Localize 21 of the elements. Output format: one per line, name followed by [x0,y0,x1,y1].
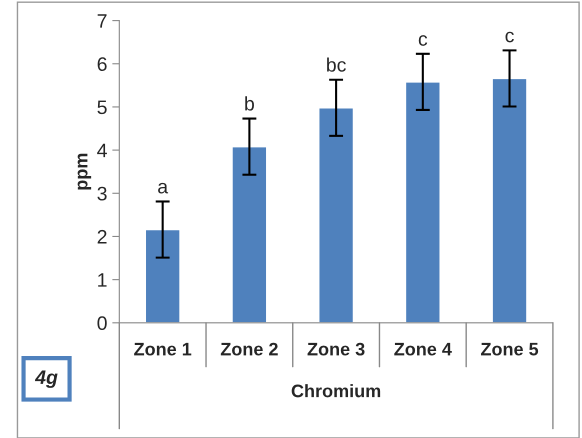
y-tick-label: 2 [98,230,107,244]
annotation: a [158,182,168,194]
x-tick-label: Zone 4 [394,342,452,356]
annotation: c [506,32,514,42]
y-axis-title: ppm [78,154,92,190]
annotation: b [245,96,254,111]
y-tick-label: 0 [97,316,107,330]
x-tick-label: Zone 3 [308,342,365,356]
x-tick-label: Zone 2 [220,342,278,356]
y-tick-label: 3 [97,186,107,201]
y-tick-label: 1 [98,273,107,287]
x-tick-label: Zone 1 [134,342,192,356]
y-tick-label: 7 [98,14,107,28]
annotation: c [418,35,428,46]
y-tick-label: 5 [97,100,107,114]
y-tick-label: 4 [97,144,107,158]
text: 4g [34,370,58,388]
x-tick-label: Zone 5 [480,342,538,356]
annotation: bc [327,57,346,72]
x-axis-title: Chromium [292,384,380,398]
y-tick-label: 6 [98,57,107,71]
